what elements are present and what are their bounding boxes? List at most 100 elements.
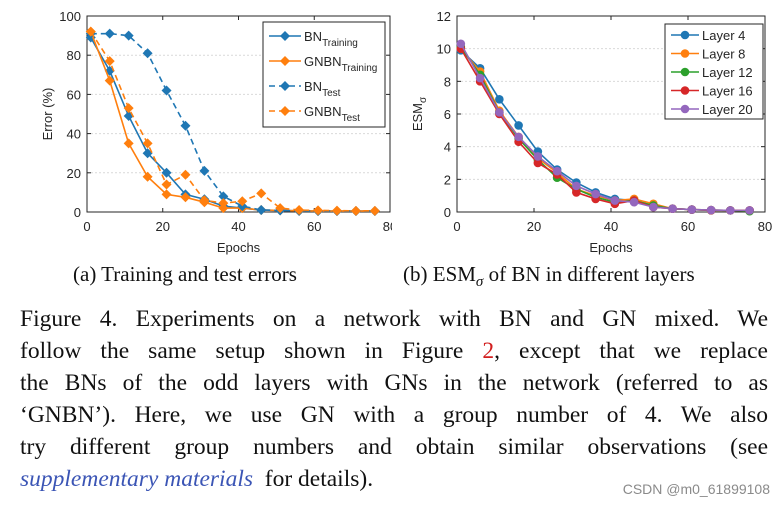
data-point	[237, 196, 248, 207]
caption-line: supplementary materials for details).	[20, 463, 768, 495]
legend-label: Layer 20	[702, 102, 753, 117]
x-tick-label: 20	[527, 219, 541, 234]
caption-text: follow the same setup shown in Figure	[20, 338, 483, 364]
data-point	[533, 152, 543, 161]
data-point	[180, 192, 191, 203]
series-layer-20	[456, 39, 754, 215]
data-point	[350, 205, 361, 216]
legend-marker	[280, 106, 290, 116]
data-point	[256, 205, 267, 216]
x-tick-label: 0	[453, 219, 460, 234]
subcaption-b-sub: σ	[475, 274, 484, 291]
caption-text: , except that we replace	[494, 338, 768, 364]
data-point	[180, 120, 191, 131]
data-point	[629, 197, 639, 207]
series-gnbntest	[85, 26, 380, 216]
data-point	[552, 166, 562, 176]
legend-label-sub: Training	[342, 63, 378, 74]
data-point	[514, 132, 523, 142]
y-tick-label: 40	[67, 127, 81, 142]
data-point	[218, 191, 229, 202]
y-tick-label: 0	[444, 205, 451, 220]
x-tick-label: 60	[307, 219, 321, 234]
axes-frame	[86, 15, 391, 213]
data-point	[745, 206, 754, 215]
y-tick-label: 4	[444, 140, 451, 155]
data-point	[104, 75, 115, 86]
data-point	[475, 73, 485, 83]
subcaption-b-text: (b) ESM	[403, 262, 476, 286]
data-point	[161, 179, 172, 190]
data-point	[514, 121, 523, 130]
subcaption-a: (a) Training and test errors	[73, 262, 297, 286]
legend-label-sub: Training	[322, 38, 358, 49]
data-point	[610, 196, 620, 205]
data-point	[123, 138, 134, 149]
legend-marker	[680, 49, 690, 58]
legend-marker	[280, 56, 290, 66]
data-point	[218, 198, 229, 209]
data-point	[572, 188, 581, 197]
x-tick-label: 20	[156, 219, 170, 234]
data-point	[687, 205, 697, 214]
legend-label: Layer 8	[702, 47, 745, 62]
data-point	[313, 205, 324, 216]
data-point	[104, 28, 115, 39]
y-tick-label: 60	[67, 87, 81, 102]
data-point	[668, 204, 677, 214]
y-tick-label: 2	[444, 172, 451, 187]
data-point	[123, 30, 134, 41]
caption-text: for details).	[253, 466, 374, 492]
legend-marker	[680, 30, 690, 40]
x-axis-label: Epochs	[589, 240, 633, 255]
legend-label-sub: Test	[342, 113, 361, 124]
series-line	[460, 43, 750, 212]
y-tick-label: 8	[444, 74, 451, 89]
y-axis-label: Error (%)	[40, 88, 55, 141]
legend-marker	[680, 86, 690, 95]
y-tick-label: 10	[437, 42, 451, 57]
y-axis-label-sub: σ	[418, 96, 429, 103]
data-point	[331, 205, 342, 216]
legend-marker	[680, 67, 690, 77]
data-point	[123, 103, 134, 114]
legend-label-sub: Test	[322, 88, 341, 99]
supplementary-materials-link[interactable]: supplementary materials	[20, 466, 254, 492]
legend: Layer 4 Layer 8 Layer 12 Layer 16 Layer 20	[664, 23, 764, 120]
subcaption-b: (b) ESMσ of BN in different layers	[403, 262, 695, 291]
data-point	[161, 85, 172, 96]
legend-marker	[280, 31, 290, 41]
caption-line: the BNs of the odd layers with GNs in th…	[20, 370, 768, 396]
x-tick-label: 80	[758, 219, 772, 234]
data-point	[456, 39, 466, 49]
data-point	[199, 195, 210, 206]
legend-marker	[280, 81, 290, 91]
axes-frame	[456, 15, 766, 213]
data-point	[142, 171, 153, 182]
x-tick-label: 40	[231, 219, 245, 234]
y-tick-label: 6	[444, 107, 451, 122]
y-axis-label: ESMσ	[410, 96, 429, 131]
y-tick-label: 12	[437, 9, 451, 24]
data-point	[142, 48, 153, 59]
data-point	[591, 189, 600, 199]
x-tick-label: 80	[383, 219, 392, 234]
data-point	[726, 206, 735, 215]
data-point	[85, 26, 96, 37]
data-point	[649, 202, 658, 212]
data-point	[495, 95, 504, 104]
y-tick-label: 0	[74, 205, 81, 220]
y-tick-label: 20	[67, 166, 81, 181]
figure-2-link[interactable]: 2	[482, 338, 495, 364]
data-point	[256, 188, 267, 199]
y-tick-label: 80	[67, 48, 81, 63]
data-point	[294, 205, 305, 216]
x-tick-label: 60	[681, 219, 695, 234]
caption-line: follow the same setup shown in Figure 2,…	[20, 335, 768, 367]
legend-marker	[680, 104, 690, 114]
data-point	[495, 108, 504, 117]
series-line	[90, 31, 375, 212]
legend-label: Layer 4	[702, 28, 745, 43]
x-tick-label: 0	[83, 219, 90, 234]
